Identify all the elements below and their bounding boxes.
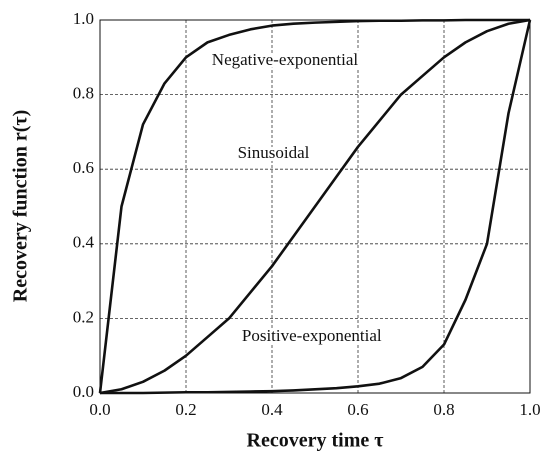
y-tick-label: 1.0: [73, 9, 94, 28]
y-tick-label: 0.8: [73, 84, 94, 103]
line-series: [98, 18, 530, 394]
line-series: [100, 19, 532, 395]
y-tick-label: 0.2: [73, 307, 94, 326]
x-tick-label: 0.4: [261, 400, 283, 419]
x-tick-label: 1.0: [519, 400, 540, 419]
x-tick-label: 0.8: [433, 400, 454, 419]
plot-frame: [99, 19, 531, 394]
x-tick-label: 0.6: [347, 400, 368, 419]
x-tick-label: 0.0: [89, 400, 110, 419]
series-label: Negative-exponential: [212, 50, 359, 69]
y-tick-label: 0.6: [73, 158, 94, 177]
y-axis-title: Recovery function r(τ): [10, 110, 32, 303]
series-label: Sinusoidal: [238, 143, 310, 162]
y-tick-label: 0.0: [73, 382, 94, 401]
line-series: [99, 18, 531, 395]
x-axis-title: Recovery time τ: [247, 430, 384, 452]
y-tick-label: 0.4: [73, 233, 95, 252]
series-label: Positive-exponential: [242, 326, 382, 345]
x-tick-label: 0.2: [175, 400, 196, 419]
